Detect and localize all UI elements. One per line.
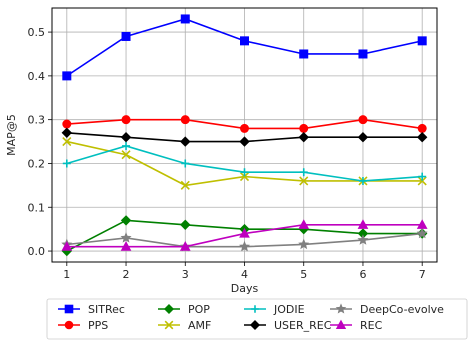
x-tick-label: 5 xyxy=(300,268,307,281)
legend-item-jodie: JODIE xyxy=(244,303,305,316)
legend-item-pop: POP xyxy=(158,303,210,316)
data-point-jodie xyxy=(240,168,249,177)
data-point-jodie xyxy=(181,159,190,168)
data-point-sitrec xyxy=(121,31,131,41)
y-tick-label: 0.0 xyxy=(28,245,46,258)
legend-label-rec: REC xyxy=(360,319,383,332)
data-point-amf xyxy=(239,172,250,182)
series-pps xyxy=(62,115,427,133)
data-point-pps xyxy=(299,123,309,133)
y-tick-label: 0.2 xyxy=(28,157,46,170)
series-jodie xyxy=(62,141,427,185)
data-point-amf xyxy=(180,180,190,190)
legend-item-pps: PPS xyxy=(58,319,108,332)
x-axis-title: Days xyxy=(231,282,259,295)
legend-item-rec: REC xyxy=(330,319,383,332)
data-point-pps xyxy=(62,119,72,129)
y-tick-label: 0.1 xyxy=(28,201,46,214)
grid-lines xyxy=(52,8,437,262)
data-point-deepco-evolve xyxy=(298,238,310,250)
y-tick-label: 0.3 xyxy=(28,114,46,127)
data-point-user-rec xyxy=(120,131,132,143)
data-point-sitrec xyxy=(417,36,427,46)
series-deepco-evolve xyxy=(61,227,428,252)
data-point-rec xyxy=(298,219,310,229)
legend-marker-rec xyxy=(335,319,347,329)
data-point-sitrec xyxy=(240,36,249,46)
x-tick-label: 2 xyxy=(123,268,130,281)
legend-label-amf: AMF xyxy=(188,319,211,332)
data-point-jodie xyxy=(418,172,427,181)
data-point-user-rec xyxy=(239,136,250,147)
data-point-rec xyxy=(416,219,428,229)
data-point-pps xyxy=(417,123,427,133)
legend-marker-user-rec xyxy=(249,319,261,331)
x-tick-label: 3 xyxy=(182,268,189,281)
legend-marker-pop xyxy=(163,303,175,315)
data-point-sitrec xyxy=(358,49,368,59)
data-point-amf xyxy=(121,150,131,160)
legend-label-sitrec: SITRec xyxy=(88,303,125,316)
data-point-pps xyxy=(180,115,190,125)
series-layer xyxy=(61,14,428,257)
legend-marker-amf xyxy=(164,320,174,330)
data-point-pps xyxy=(121,115,131,125)
data-point-rec xyxy=(357,219,369,229)
data-point-sitrec xyxy=(180,14,190,24)
x-tick-label: 1 xyxy=(63,268,70,281)
data-point-rec xyxy=(179,241,191,251)
legend: SITRec PPS POP AMF JODIE USER_REC DeepCo-evolv… xyxy=(46,298,468,340)
y-axis-title: MAP@5 xyxy=(5,114,18,156)
series-user-rec xyxy=(61,127,428,147)
data-point-pps xyxy=(240,123,249,133)
data-point-pop xyxy=(180,219,191,230)
series-sitrec xyxy=(62,14,427,81)
legend-item-user-rec: USER_REC xyxy=(244,319,332,332)
legend-item-deepco-evolve: DeepCo-evolve xyxy=(330,303,444,316)
data-point-jodie xyxy=(122,141,131,150)
data-point-rec xyxy=(120,241,132,251)
legend-label-deepco-evolve: DeepCo-evolve xyxy=(360,303,444,316)
data-point-deepco-evolve xyxy=(120,232,132,243)
legend-item-amf: AMF xyxy=(158,319,211,332)
data-point-user-rec xyxy=(61,127,73,139)
x-tick-label: 7 xyxy=(419,268,426,281)
legend-marker-jodie xyxy=(251,305,259,313)
series-rec xyxy=(61,219,428,251)
data-point-amf xyxy=(62,137,72,147)
x-tick-label: 6 xyxy=(359,268,366,281)
legend-label-pop: POP xyxy=(188,303,210,316)
data-point-user-rec xyxy=(298,131,309,143)
tick-layer: 1 2 3 4 5 6 7 0.0 0.1 0.2 0.3 0.4 0.5 xyxy=(28,26,426,281)
data-point-rec xyxy=(239,228,250,238)
data-point-jodie xyxy=(358,176,367,185)
legend-label-pps: PPS xyxy=(88,319,108,332)
legend-marker-pps xyxy=(64,320,74,330)
legend-item-sitrec: SITRec xyxy=(58,303,125,316)
legend-marker-sitrec xyxy=(64,304,74,314)
y-tick-label: 0.4 xyxy=(28,70,46,83)
legend-marker-deepco-evolve xyxy=(335,303,347,314)
data-point-deepco-evolve xyxy=(416,227,428,239)
data-point-deepco-evolve xyxy=(238,240,251,252)
data-point-deepco-evolve xyxy=(357,234,369,245)
y-tick-label: 0.5 xyxy=(28,26,46,39)
data-point-sitrec xyxy=(62,71,72,81)
data-point-pop xyxy=(120,215,132,226)
x-tick-label: 4 xyxy=(241,268,248,281)
legend-label-jodie: JODIE xyxy=(273,303,305,316)
legend-box xyxy=(46,298,468,340)
data-point-amf xyxy=(417,176,427,186)
data-point-user-rec xyxy=(416,131,428,143)
data-point-sitrec xyxy=(299,49,309,59)
legend-label-user-rec: USER_REC xyxy=(274,319,332,332)
data-point-jodie xyxy=(299,168,308,177)
data-point-rec xyxy=(61,241,73,251)
data-point-amf xyxy=(299,176,309,186)
data-point-user-rec xyxy=(180,136,191,147)
data-point-jodie xyxy=(62,159,71,168)
data-point-user-rec xyxy=(357,131,369,143)
data-point-pps xyxy=(358,115,368,125)
